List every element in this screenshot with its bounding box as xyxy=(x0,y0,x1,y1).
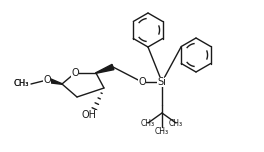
Text: O: O xyxy=(138,77,146,87)
Polygon shape xyxy=(96,64,114,73)
Text: CH₃: CH₃ xyxy=(141,119,155,128)
Text: CH₃: CH₃ xyxy=(169,119,183,128)
Text: CH₃: CH₃ xyxy=(155,127,169,136)
Text: O: O xyxy=(138,77,146,87)
Text: O: O xyxy=(71,68,79,78)
Text: Si: Si xyxy=(158,77,166,87)
Text: OH: OH xyxy=(82,110,97,120)
Text: O: O xyxy=(71,68,79,78)
Text: O: O xyxy=(43,75,51,85)
Text: CH₃: CH₃ xyxy=(13,79,29,88)
Text: CH₃: CH₃ xyxy=(13,79,29,88)
Polygon shape xyxy=(46,78,62,84)
Text: Si: Si xyxy=(158,77,166,87)
Text: O: O xyxy=(43,75,51,85)
Text: OH: OH xyxy=(82,110,97,120)
